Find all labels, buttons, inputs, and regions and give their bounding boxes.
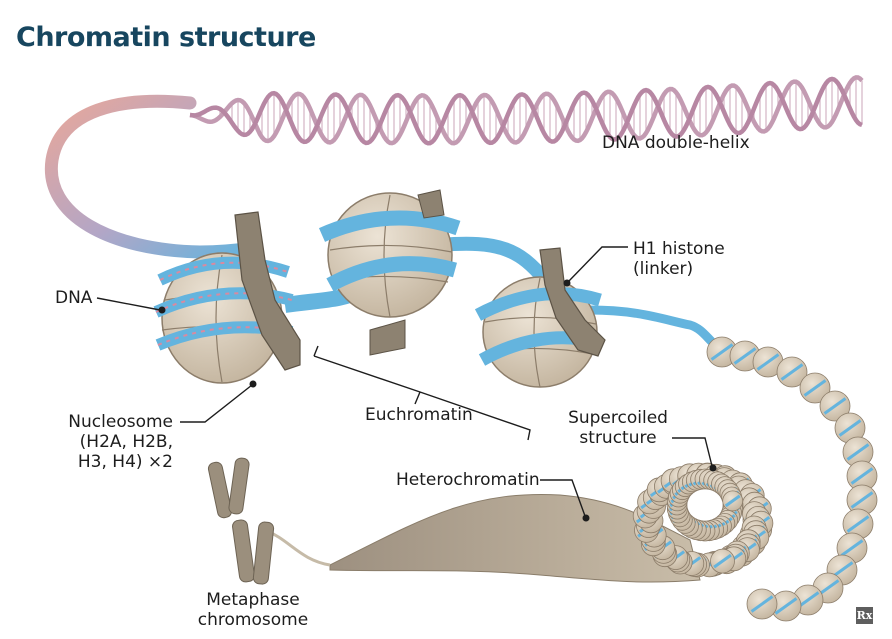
supercoiled-structure [632,336,878,622]
bead-dna-wrap [713,553,732,569]
bead-dna-wrap [724,494,741,508]
label-h1-line1: H1 histone [633,239,725,259]
label-euchromatin: Euchromatin [365,405,473,425]
label-supercoiled-line2: structure [579,428,657,448]
bead-dna-wrap [850,467,874,485]
bead-dna-wrap [774,597,798,615]
label-nucleosome-line1: Nucleosome [68,412,173,432]
bead-dna-wrap [846,443,870,461]
nucleosome-2 [318,189,461,356]
label-metaphase-chromosome: Metaphase chromosome [188,590,318,630]
dna-double-helix [189,75,864,146]
euchromatin-bracket [313,345,531,441]
rx-logo: Rx [856,607,873,624]
dna-tail [44,94,262,259]
bead-dna-wrap [823,397,847,415]
label-metaphase-line2: chromosome [197,610,309,630]
label-dna-double-helix: DNA double-helix [602,133,750,153]
label-nucleosome-line3: H3, H4) ×2 [77,452,173,472]
bead-dna-wrap [733,347,757,365]
leader-lines [96,246,713,517]
leader-dots [158,279,717,522]
page-title: Chromatin structure [16,22,316,53]
bead-dna-wrap [803,379,827,397]
bead-dna-wrap [846,515,870,533]
bead-dna-wrap [840,539,864,557]
bead-dna-wrap [780,363,804,381]
label-h1-histone: H1 histone (linker) [633,239,725,279]
label-metaphase-line1: Metaphase [206,590,300,610]
nucleosome-3 [474,247,606,388]
metaphase-chromosome [207,457,331,585]
bead-dna-wrap [756,353,780,371]
bead-dna-wrap [710,343,734,361]
h1-histone-1 [234,211,301,371]
label-heterochromatin: Heterochromatin [396,470,540,490]
linker-dna-3 [585,305,717,347]
dna-strand [189,76,863,146]
heterochromatin-fiber [329,493,701,583]
label-supercoiled-line1: Supercoiled [568,408,668,428]
label-supercoiled: Supercoiled structure [560,408,676,448]
label-dna: DNA [55,288,93,308]
label-h1-line2: (linker) [633,259,694,279]
bead-dna-wrap [750,595,774,613]
bead-dna-wrap [838,419,862,437]
label-nucleosome: Nucleosome (H2A, H2B, H3, H4) ×2 [55,412,173,472]
label-nucleosome-line2: (H2A, H2B, [79,432,173,452]
bead-dna-wrap [850,491,874,509]
linker-dna-2 [433,236,552,287]
